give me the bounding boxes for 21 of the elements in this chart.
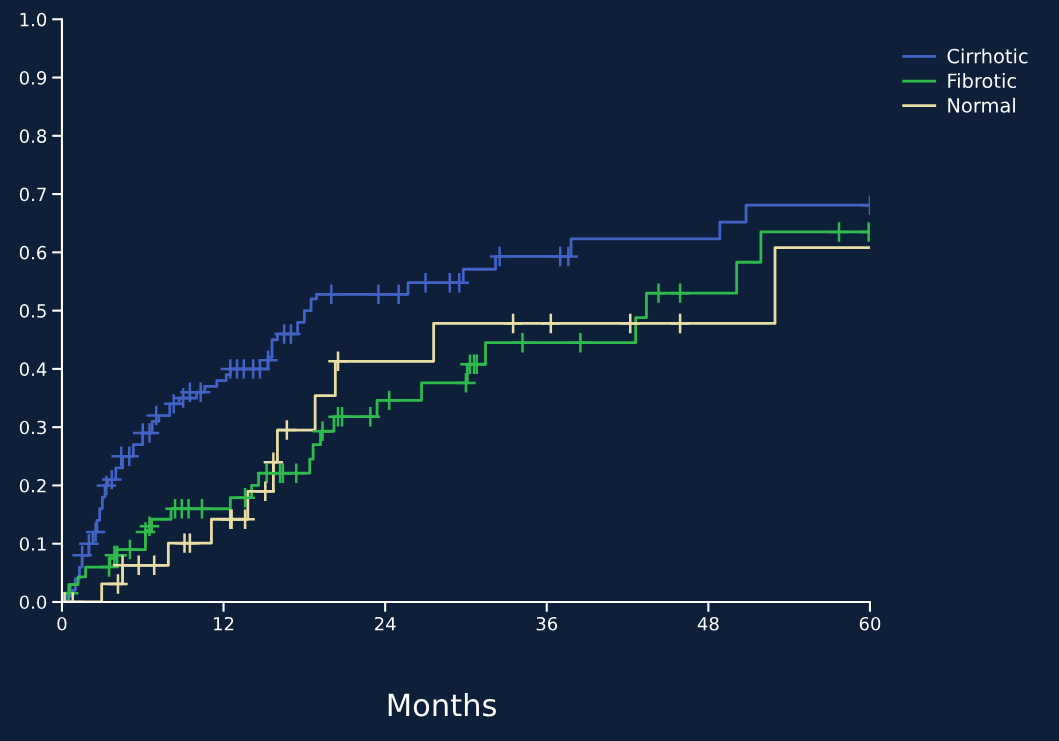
y-tick-label: 0.3 (19, 420, 46, 435)
legend-label: Cirrhotic (947, 48, 1028, 64)
y-tick-label: 0.8 (19, 129, 47, 143)
y-tick-label: 0.7 (19, 187, 46, 202)
x-tick-label: 36 (536, 616, 558, 631)
y-tick-label: 0.6 (19, 245, 47, 260)
x-tick-label: 0 (57, 616, 67, 631)
x-tick-label: 60 (859, 616, 881, 631)
legend-label: Fibrotic (948, 73, 1016, 89)
x-tick-label: 48 (697, 616, 719, 631)
y-tick-label: 0.4 (19, 362, 47, 377)
x-axis-title: Months (388, 692, 496, 717)
y-tick-label: 0.0 (19, 595, 47, 610)
y-tick-label: 1.0 (20, 12, 47, 27)
y-tick-label: 0.9 (19, 71, 47, 85)
y-tick-label: 0.1 (19, 537, 46, 551)
legend-label: Normal (948, 97, 1015, 113)
x-tick-label: 12 (214, 616, 234, 631)
y-tick-label: 0.5 (19, 304, 46, 318)
x-tick-label: 24 (374, 616, 396, 631)
y-tick-label: 0.2 (19, 478, 46, 493)
